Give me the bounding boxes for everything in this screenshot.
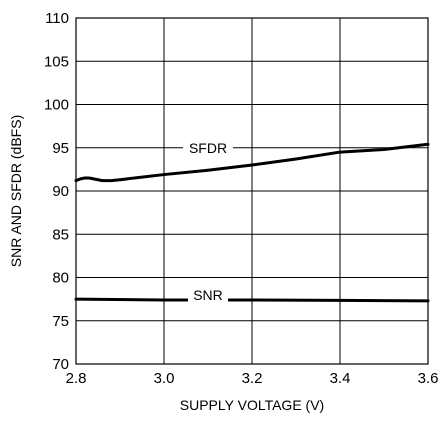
y-tick-label: 75 xyxy=(52,313,69,330)
y-tick-label: 70 xyxy=(52,356,69,373)
y-tick-label: 110 xyxy=(45,10,69,27)
series-line-sfdr xyxy=(74,142,430,183)
series-label-bg xyxy=(183,138,233,157)
grid xyxy=(76,18,428,364)
y-tick-label: 95 xyxy=(52,140,69,157)
x-tick-label: 3.0 xyxy=(154,370,175,387)
tick-labels: 2.8 3.0 3.2 3.4 3.6 70 75 80 85 90 95 100 105 110 xyxy=(44,10,438,387)
plot-frame xyxy=(75,17,429,365)
x-tick-label: 2.8 xyxy=(66,370,87,387)
x-tick-label: 3.2 xyxy=(242,370,263,387)
series-line-snr xyxy=(74,297,430,303)
y-axis-label: SNR AND SFDR (dBFS) xyxy=(8,115,24,267)
x-tick-label: 3.4 xyxy=(330,370,351,387)
x-tick-label: 3.6 xyxy=(418,370,439,387)
y-tick-label: 105 xyxy=(44,53,69,70)
series-label-bg xyxy=(188,285,228,304)
series-label-sfdr: SFDR xyxy=(189,140,227,156)
x-axis-label: SUPPLY VOLTAGE (V) xyxy=(180,397,324,413)
y-tick-label: 90 xyxy=(52,183,69,200)
y-tick-label: 85 xyxy=(52,226,69,243)
y-tick-label: 80 xyxy=(52,270,69,287)
series-layer xyxy=(74,142,430,303)
series-labels: SFDR SNR xyxy=(183,138,233,304)
y-tick-label: 100 xyxy=(44,97,69,114)
series-label-snr: SNR xyxy=(193,287,223,303)
